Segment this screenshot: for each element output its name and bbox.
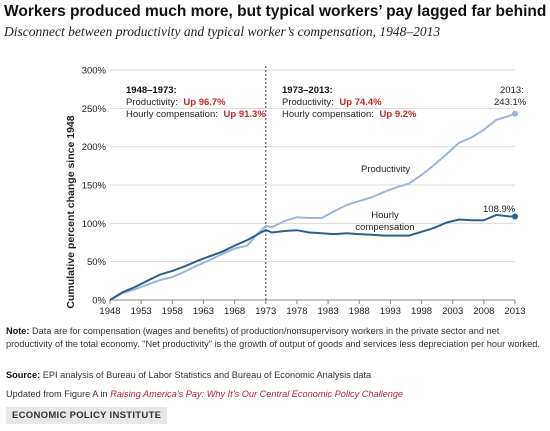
x-tick-label: 1993 — [380, 306, 401, 317]
x-tick-label: 1983 — [318, 306, 339, 317]
productivity-end-year: 2013: — [500, 85, 524, 96]
hourly-compensation-line — [109, 213, 516, 301]
updated-from: Updated from Figure A in Raising America… — [6, 389, 403, 399]
note-label: Note: — [6, 326, 30, 336]
x-tick-label: 1968 — [224, 306, 245, 317]
period1-title: 1948–1973: — [126, 85, 177, 96]
period2-title: 1973–2013: — [282, 85, 333, 96]
y-tick-label: 200% — [82, 142, 107, 153]
period2-compensation-label: Hourly compensation: — [282, 109, 374, 120]
chart-title: Workers produced much more, but typical … — [4, 3, 547, 20]
x-tick-label: 1973 — [255, 306, 276, 317]
productivity-line — [109, 112, 516, 301]
y-tick-label: 100% — [82, 219, 107, 230]
y-tick-label: 300% — [82, 66, 107, 77]
period2-productivity-value: Up 74.4% — [339, 97, 382, 108]
report-link[interactable]: Raising America’s Pay: Why It’s Our Cent… — [110, 389, 404, 399]
productivity-end-point — [512, 110, 518, 117]
y-tick-label: 0% — [92, 296, 106, 307]
x-tick-label: 1998 — [411, 306, 432, 317]
x-tick-label: 1978 — [286, 306, 307, 317]
productivity-compensation-chart: 0%50%100%150%200%250%300% 1948 1953 1958 19… — [65, 66, 527, 318]
period1-productivity-label: Productivity: — [126, 97, 178, 108]
y-tick-label: 150% — [82, 181, 107, 192]
y-axis-ticks: 0% 50% 100% 150% 200% 250% 300% — [82, 66, 107, 307]
grid-lines — [110, 69, 515, 301]
y-tick-label: 50% — [87, 257, 107, 268]
compensation-end-value: 108.9% — [483, 204, 516, 215]
note-text: Data are for compensation (wages and ben… — [6, 326, 540, 349]
period1-productivity-value: Up 96.7% — [183, 97, 226, 108]
chart-note: Note: Data are for compensation (wages a… — [6, 325, 546, 351]
x-tick-label: 2003 — [442, 306, 463, 317]
x-tick-label: 1948 — [99, 306, 120, 317]
x-tick-label: 1988 — [349, 306, 370, 317]
period1-compensation-value: Up 91.3% — [224, 109, 267, 120]
x-tick-label: 1963 — [193, 306, 214, 317]
svg-text:Productivity: Up 96.7%: Productivity: Up 96.7% — [126, 97, 226, 108]
svg-text:Productivity: Up 74.4%: Productivity: Up 74.4% — [282, 97, 382, 108]
y-tick-label: 250% — [82, 104, 107, 115]
period2-compensation-value: Up 9.2% — [380, 109, 418, 120]
compensation-series-label-2: compensation — [355, 222, 414, 233]
svg-text:Hourly compensation: Up 91: Hourly compensation: Up 91.3% — [126, 109, 266, 120]
compensation-series-label-1: Hourly — [371, 210, 399, 221]
x-tick-label: 1958 — [162, 306, 183, 317]
chart-source: Source: EPI analysis of Bureau of Labor … — [6, 370, 371, 380]
productivity-series-label: Productivity — [361, 164, 410, 175]
period1-compensation-label: Hourly compensation: — [126, 109, 218, 120]
x-axis-ticks: 1948 1953 1958 1963 1968 1973 1978 1983 1988 1993… — [99, 300, 526, 317]
footer-brand: ECONOMIC POLICY INSTITUTE — [6, 407, 168, 424]
chart-subtitle: Disconnect between productivity and typi… — [4, 24, 441, 39]
period2-productivity-label: Productivity: — [282, 97, 334, 108]
x-tick-label: 2008 — [473, 306, 494, 317]
source-label: Source: — [6, 370, 41, 380]
x-tick-label: 1953 — [131, 306, 152, 317]
x-tick-label: 2013 — [504, 306, 525, 317]
svg-text:Hourly compensation: Up 9.: Hourly compensation: Up 9.2% — [282, 109, 417, 120]
updated-prefix: Updated from Figure A in — [6, 389, 111, 399]
productivity-end-value: 243.1% — [494, 97, 527, 108]
source-text: EPI analysis of Bureau of Labor Statisti… — [42, 370, 372, 380]
y-axis-label: Cumulative percent change since 1948 — [65, 115, 77, 308]
compensation-end-point — [512, 213, 518, 220]
